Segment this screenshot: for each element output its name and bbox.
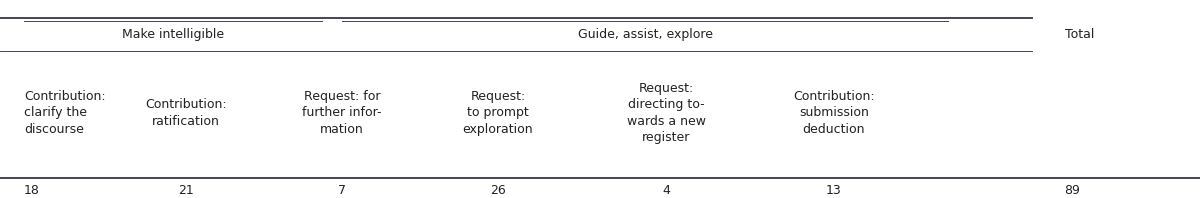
Text: Contribution:
submission
deduction: Contribution: submission deduction xyxy=(793,90,875,136)
Text: Request:
directing to-
wards a new
register: Request: directing to- wards a new regis… xyxy=(626,82,706,144)
Text: 21: 21 xyxy=(178,184,194,197)
Text: 7: 7 xyxy=(338,184,346,197)
Text: 26: 26 xyxy=(490,184,506,197)
Text: 13: 13 xyxy=(826,184,842,197)
Text: Contribution:
ratification: Contribution: ratification xyxy=(145,98,227,128)
Text: 89: 89 xyxy=(1064,184,1080,197)
Text: Total: Total xyxy=(1066,28,1094,41)
Text: Make intelligible: Make intelligible xyxy=(121,28,224,41)
Text: Guide, assist, explore: Guide, assist, explore xyxy=(577,28,713,41)
Text: Request: for
further infor-
mation: Request: for further infor- mation xyxy=(302,90,382,136)
Text: 18: 18 xyxy=(24,184,40,197)
Text: 4: 4 xyxy=(662,184,670,197)
Text: Request:
to prompt
exploration: Request: to prompt exploration xyxy=(463,90,533,136)
Text: Contribution:
clarify the
discourse: Contribution: clarify the discourse xyxy=(24,90,106,136)
